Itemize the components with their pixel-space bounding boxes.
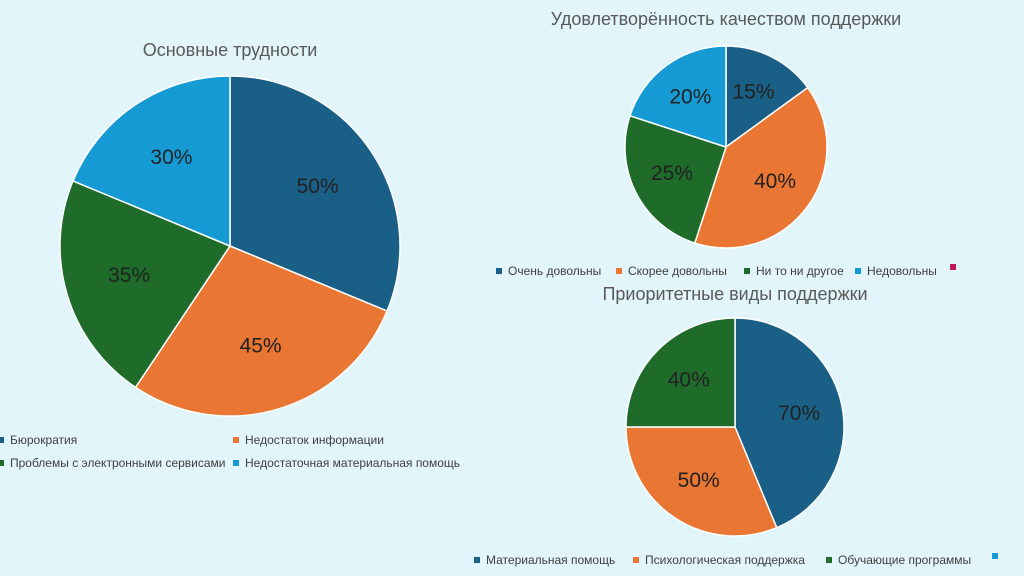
data-label: 40%	[754, 170, 796, 193]
legend-label: Проблемы с электронными сервисами	[10, 456, 226, 470]
data-label: 50%	[678, 469, 720, 492]
legend-item: Недостаток информации	[233, 433, 384, 447]
chart-title: Основные трудности	[142, 40, 318, 60]
legend-swatch	[855, 268, 861, 274]
data-label: 15%	[732, 81, 774, 104]
legend-item	[950, 264, 962, 270]
pie-slice	[229, 75, 401, 313]
legend-item: Недостаточная материальная помощь	[233, 456, 460, 470]
legend-item: Материальная помощь	[474, 553, 615, 567]
legend-label: Недовольны	[867, 264, 937, 278]
legend-label: Обучающие программы	[838, 553, 972, 567]
chart-title: Приоритетные виды поддержки	[602, 284, 868, 304]
pie-slice	[734, 317, 845, 529]
legend-swatch	[950, 264, 956, 270]
chart-title: Удовлетворённость качеством поддержки	[550, 9, 902, 29]
data-label: 50%	[297, 175, 339, 198]
legend-swatch	[992, 553, 998, 559]
legend-item: Скорее довольны	[616, 264, 727, 278]
data-label: 35%	[108, 264, 150, 287]
legend-swatch	[233, 437, 239, 443]
legend-label: Очень довольны	[508, 264, 602, 278]
legend-swatch	[744, 268, 750, 274]
legend-item: Психологическая поддержка	[633, 553, 805, 567]
data-label: 70%	[778, 402, 820, 425]
legend-label: Материальная помощь	[486, 553, 616, 567]
pie-slice	[625, 426, 778, 537]
legend-item	[992, 553, 1004, 559]
legend-swatch	[233, 460, 239, 466]
pie-slice	[71, 75, 231, 248]
legend-swatch	[633, 557, 639, 563]
legend-label: Скорее довольны	[628, 264, 727, 278]
pie-slice	[625, 317, 736, 428]
data-label: 45%	[240, 334, 282, 357]
legend-swatch	[474, 557, 480, 563]
legend-label: Ни то ни другое	[756, 264, 844, 278]
legend-item: Бюрократия	[0, 433, 77, 447]
legend-item: Ни то ни другое	[744, 264, 844, 278]
legend-label: Недостаток информации	[245, 433, 384, 447]
data-label: 40%	[668, 368, 710, 391]
legend-item: Недовольны	[855, 264, 937, 278]
data-label: 20%	[669, 86, 711, 109]
legend-label: Бюрократия	[10, 433, 78, 447]
legend-item: Очень довольны	[496, 264, 601, 278]
legend-swatch	[0, 460, 4, 466]
legend-swatch	[616, 268, 622, 274]
data-label: 25%	[651, 162, 693, 185]
legend-swatch	[496, 268, 502, 274]
legend-item: Проблемы с электронными сервисами	[0, 456, 226, 470]
legend-swatch	[0, 437, 4, 443]
legend-swatch	[826, 557, 832, 563]
legend-item: Обучающие программы	[826, 553, 971, 567]
pie-slice	[725, 45, 809, 149]
pie-slice	[59, 179, 232, 389]
legend-label: Психологическая поддержка	[645, 553, 805, 567]
data-label: 30%	[150, 146, 192, 169]
pie-slice	[628, 45, 727, 149]
pie-slice	[134, 245, 389, 417]
legend-label: Недостаточная материальная помощь	[245, 456, 461, 470]
pie-slice	[693, 86, 828, 249]
pie-slice	[624, 114, 727, 245]
